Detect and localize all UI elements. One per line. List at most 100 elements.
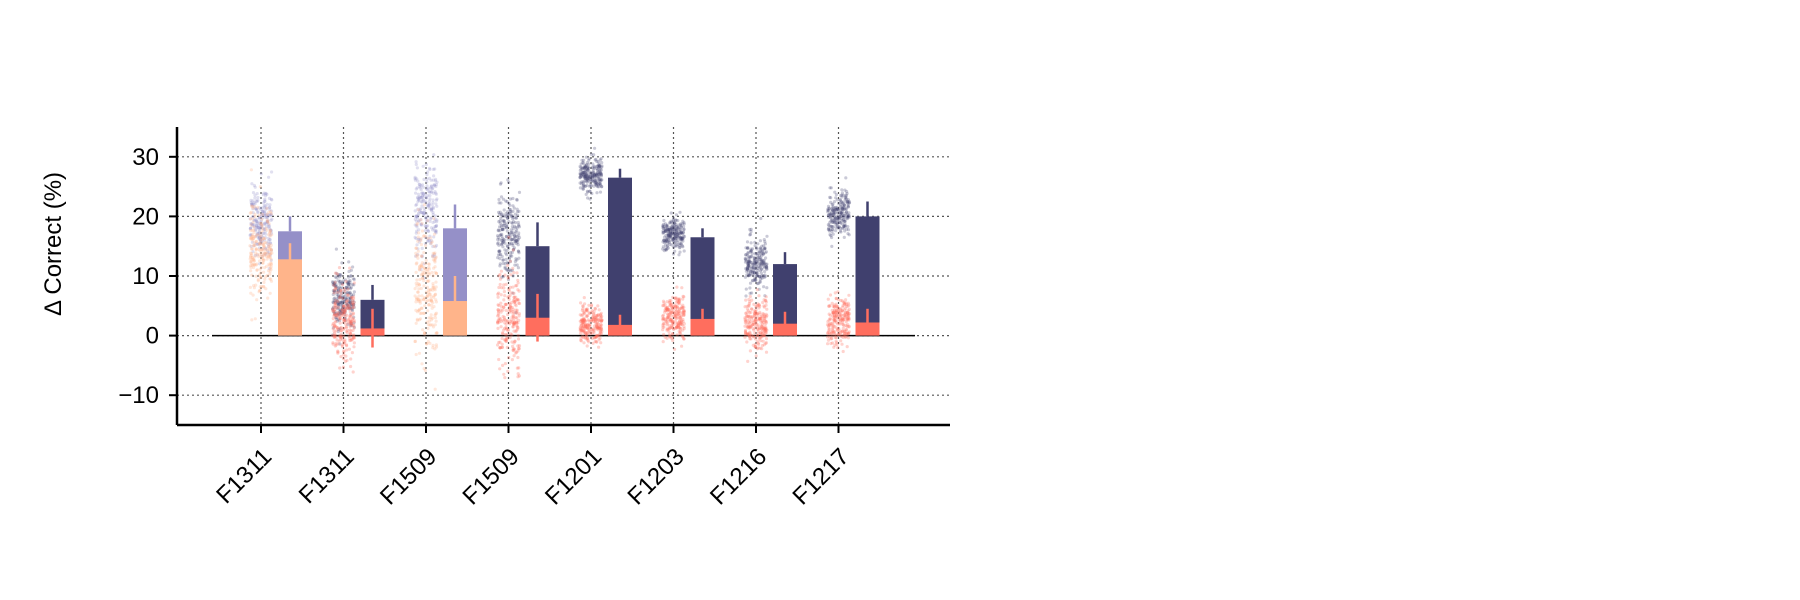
scatter-point (837, 225, 841, 229)
scatter-point (675, 305, 679, 309)
scatter-point (342, 357, 346, 361)
scatter-point (257, 242, 261, 246)
scatter-point (746, 246, 750, 250)
scatter-point (506, 312, 510, 317)
scatter-point (268, 238, 272, 242)
scatter-point (661, 229, 665, 233)
scatter-point (498, 249, 502, 253)
scatter-point (423, 304, 427, 308)
scatter-point (344, 319, 348, 323)
scatter-point (512, 237, 516, 241)
scatter-point (663, 227, 667, 231)
scatter-point (497, 197, 501, 202)
scatter-point (251, 223, 255, 227)
scatter-point (835, 328, 839, 332)
scatter-point (434, 311, 439, 315)
scatter-point (507, 307, 512, 311)
scatter-point (510, 233, 515, 237)
scatter-point (498, 262, 502, 266)
scatter-point (582, 183, 586, 187)
scatter-point (507, 220, 511, 224)
scatter-point (840, 316, 844, 320)
scatter-point (253, 243, 257, 247)
scatter-point (419, 263, 423, 267)
scatter-point (252, 241, 256, 245)
scatter-point (268, 255, 272, 259)
scatter-point (499, 213, 503, 217)
scatter-point (598, 169, 602, 173)
scatter-point (748, 349, 753, 353)
scatter-point (759, 320, 763, 324)
scatter-point (513, 339, 517, 343)
scatter-point (827, 322, 832, 326)
scatter-point (268, 229, 272, 233)
scatter-point (671, 327, 676, 331)
scatter-point (349, 322, 353, 326)
scatter-point (426, 205, 430, 209)
scatter-point (762, 238, 766, 242)
scatter-point (498, 340, 502, 344)
scatter-point (682, 313, 686, 317)
scatter-point (672, 221, 676, 225)
scatter-point (509, 228, 513, 232)
scatter-point (754, 321, 758, 325)
scatter-point (745, 259, 749, 263)
scatter-point (677, 300, 681, 304)
scatter-point (252, 244, 256, 248)
scatter-point (414, 251, 418, 255)
scatter-point (837, 220, 841, 224)
scatter-point (331, 341, 335, 345)
scatter-point (345, 280, 350, 284)
scatter-point (842, 205, 846, 209)
scatter-point (676, 235, 680, 239)
scatter-point (499, 225, 503, 229)
scatter-point (415, 243, 419, 247)
scatter-point (599, 326, 604, 331)
scatter-point (427, 238, 432, 242)
scatter-point (349, 302, 353, 306)
scatter-point (837, 321, 841, 325)
scatter-point (839, 219, 844, 223)
scatter-point (597, 324, 602, 328)
scatter-point (830, 203, 834, 207)
scatter-point (832, 330, 836, 334)
scatter-point (671, 219, 676, 223)
scatter-point (496, 321, 500, 325)
scatter-point (502, 208, 506, 212)
scatter-point (581, 170, 586, 175)
scatter-point (337, 296, 342, 300)
scatter-point (506, 178, 510, 182)
scatter-point (764, 341, 768, 345)
scatter-point (839, 214, 844, 218)
scatter-point (512, 246, 517, 250)
scatter-point (427, 303, 431, 307)
scatter-point (338, 289, 343, 293)
scatter-point (752, 257, 756, 261)
scatter-point (835, 315, 840, 320)
scatter-point (502, 305, 506, 309)
scatter-point (670, 224, 674, 228)
scatter-point (259, 241, 263, 245)
scatter-point (662, 218, 666, 223)
scatter-point (835, 341, 839, 345)
scatter-point (432, 174, 436, 178)
scatter-point (591, 315, 595, 319)
scatter-point (753, 276, 757, 280)
scatter-point (352, 303, 356, 307)
scatter-point (590, 174, 595, 178)
scatter-point (595, 333, 599, 337)
scatter-point (671, 332, 675, 336)
scatter-point (504, 282, 508, 286)
scatter-point (754, 310, 758, 314)
scatter-point (832, 320, 836, 324)
scatter-point (426, 170, 430, 174)
scatter-point (336, 350, 340, 354)
scatter-point (757, 254, 762, 258)
scatter-point (350, 308, 354, 312)
scatter-point (673, 307, 678, 311)
y-tick-label: 20 (132, 203, 159, 230)
scatter-point (755, 324, 759, 328)
scatter-point (842, 313, 846, 317)
scatter-point (263, 235, 267, 239)
scatter-point (332, 312, 337, 316)
